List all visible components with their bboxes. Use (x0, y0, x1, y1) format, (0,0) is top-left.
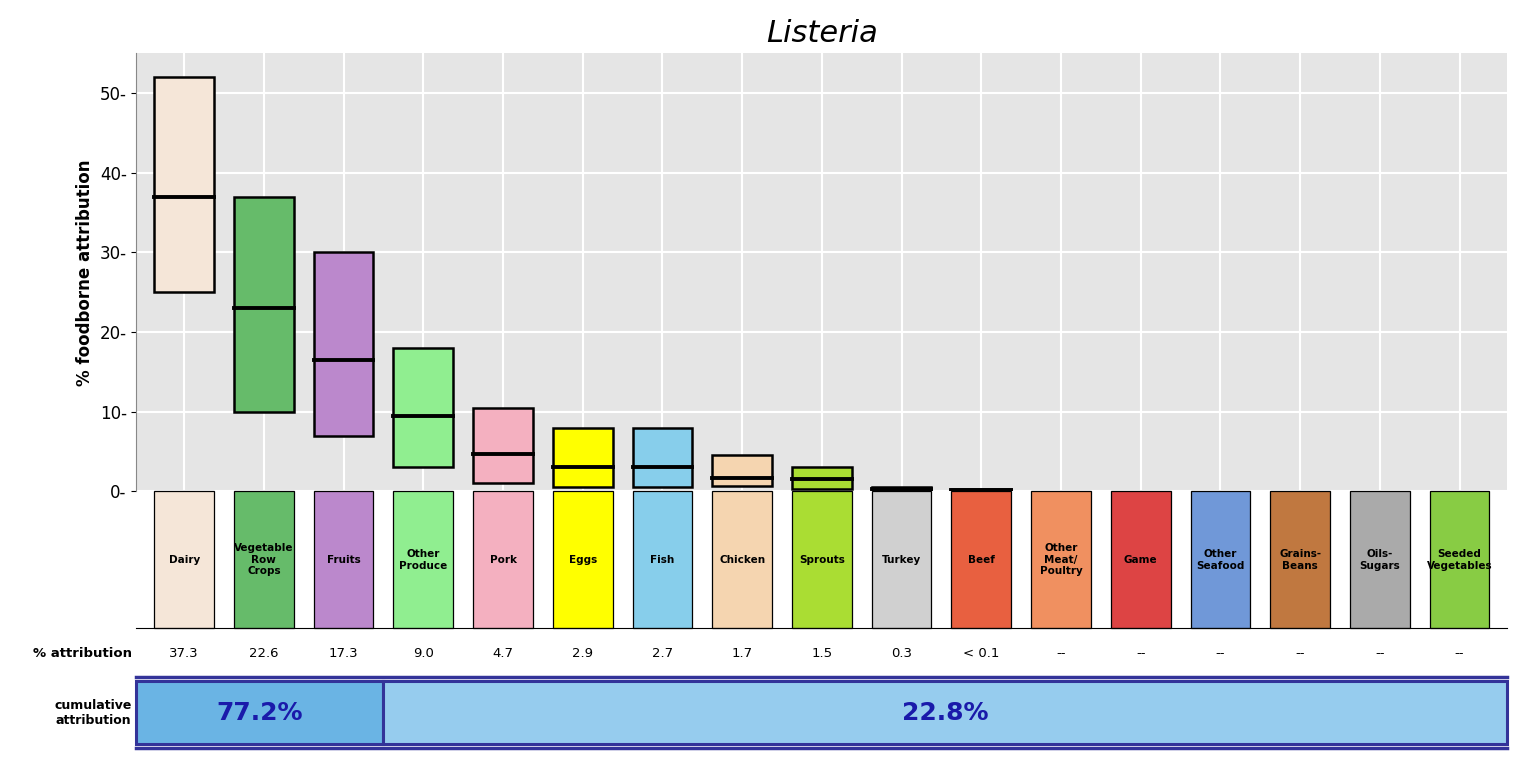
Bar (314, 491, 374, 628)
Text: 2.9: 2.9 (573, 647, 594, 660)
Text: Pork: Pork (489, 555, 517, 565)
Bar (383, 681, 1507, 744)
Text: Game: Game (1124, 555, 1157, 565)
Bar (1430, 491, 1489, 628)
Bar (1110, 491, 1171, 628)
Bar (553, 491, 612, 628)
Bar (871, 488, 932, 491)
Bar (155, 491, 214, 628)
Text: Chicken: Chicken (720, 555, 765, 565)
Text: cumulative
attribution: cumulative attribution (55, 699, 132, 726)
Text: Seeded
Vegetables: Seeded Vegetables (1427, 549, 1492, 571)
Bar (155, 77, 214, 292)
Text: 2.7: 2.7 (651, 647, 673, 660)
Text: 9.0: 9.0 (414, 647, 433, 660)
Text: Beef: Beef (968, 555, 995, 565)
Bar (136, 681, 383, 744)
Bar (1270, 491, 1330, 628)
Bar (394, 491, 453, 628)
Text: 0.3: 0.3 (891, 647, 912, 660)
Text: --: -- (1136, 647, 1145, 660)
Text: 77.2%: 77.2% (217, 700, 303, 725)
Text: 1.7: 1.7 (732, 647, 753, 660)
Text: Sprouts: Sprouts (798, 555, 845, 565)
Text: Fish: Fish (650, 555, 674, 565)
Text: 22.6: 22.6 (248, 647, 279, 660)
Bar (394, 348, 453, 467)
Bar (712, 491, 773, 628)
Text: < 0.1: < 0.1 (964, 647, 1000, 660)
Bar (633, 427, 692, 488)
Text: --: -- (1454, 647, 1465, 660)
Text: % attribution: % attribution (33, 647, 132, 660)
Text: Fruits: Fruits (327, 555, 361, 565)
Bar (633, 491, 692, 628)
Bar (233, 491, 294, 628)
Text: --: -- (1376, 647, 1385, 660)
Text: Dairy: Dairy (168, 555, 200, 565)
Bar (1032, 491, 1091, 628)
Bar (871, 491, 932, 628)
Text: Eggs: Eggs (568, 555, 597, 565)
Text: 22.8%: 22.8% (903, 700, 989, 725)
Text: 1.5: 1.5 (812, 647, 832, 660)
Bar (951, 491, 1011, 628)
Bar (792, 491, 851, 628)
Text: 37.3: 37.3 (170, 647, 198, 660)
Bar (473, 408, 533, 483)
Title: Listeria: Listeria (767, 19, 877, 48)
Text: --: -- (1295, 647, 1304, 660)
Bar (233, 197, 294, 411)
Text: Vegetable
Row
Crops: Vegetable Row Crops (235, 543, 294, 576)
Text: --: -- (1056, 647, 1065, 660)
Text: --: -- (1215, 647, 1226, 660)
Text: Oils-
Sugars: Oils- Sugars (1359, 549, 1400, 571)
Bar (951, 489, 1011, 491)
Text: Other
Meat/
Poultry: Other Meat/ Poultry (1039, 543, 1082, 576)
Text: Other
Produce: Other Produce (398, 549, 447, 571)
Y-axis label: % foodborne attribution: % foodborne attribution (76, 159, 94, 386)
Bar (553, 427, 612, 488)
Bar (1191, 491, 1250, 628)
Text: 4.7: 4.7 (492, 647, 514, 660)
Bar (473, 491, 533, 628)
Text: Grains-
Beans: Grains- Beans (1279, 549, 1321, 571)
Text: Turkey: Turkey (882, 555, 921, 565)
Text: Other
Seafood: Other Seafood (1197, 549, 1245, 571)
Text: 17.3: 17.3 (329, 647, 359, 660)
Bar (712, 456, 773, 485)
Bar (314, 252, 374, 436)
Bar (1350, 491, 1410, 628)
Bar (792, 467, 851, 489)
